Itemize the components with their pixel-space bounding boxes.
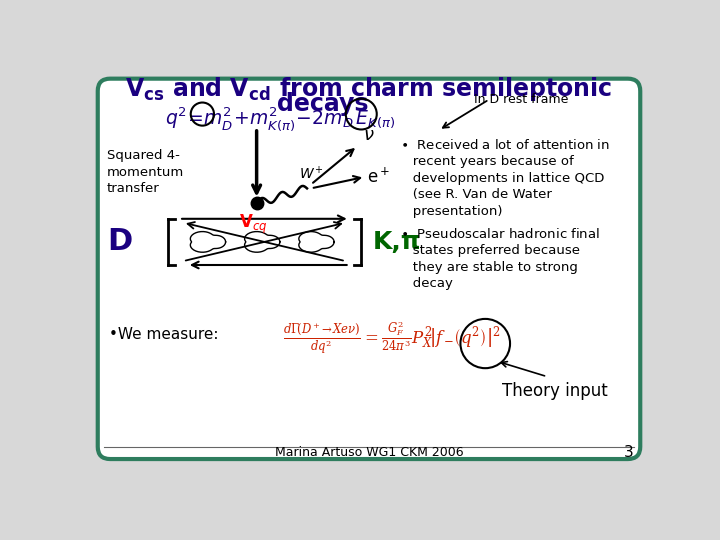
Text: decays: decays bbox=[276, 92, 368, 116]
Text: Squared 4-
momentum
transfer: Squared 4- momentum transfer bbox=[107, 150, 184, 194]
Text: $\bullet$  Pseudoscalar hadronic final
   states preferred because
   they are s: $\bullet$ Pseudoscalar hadronic final st… bbox=[400, 226, 600, 290]
Text: e$^+$: e$^+$ bbox=[367, 167, 391, 186]
Text: Marina Artuso WG1 CKM 2006: Marina Artuso WG1 CKM 2006 bbox=[275, 447, 463, 460]
Text: ν: ν bbox=[364, 126, 374, 144]
Text: Theory input: Theory input bbox=[502, 382, 608, 400]
Text: In D rest frame: In D rest frame bbox=[474, 93, 568, 106]
Text: $\bullet$  Received a lot of attention in
   recent years because of
   developm: $\bullet$ Received a lot of attention in… bbox=[400, 138, 610, 218]
Text: $\frac{d\Gamma\!\left(D^+\!\rightarrow\!Xe\nu\right)}{dq^2}=\frac{G_F^2}{24\pi^3: $\frac{d\Gamma\!\left(D^+\!\rightarrow\!… bbox=[284, 320, 501, 356]
Text: •We measure:: •We measure: bbox=[109, 327, 219, 342]
Text: K,π: K,π bbox=[373, 230, 421, 254]
Text: $\mathbf{V_{cs}}$ and $\mathbf{V_{cd}}$ from charm semileptonic: $\mathbf{V_{cs}}$ and $\mathbf{V_{cd}}$ … bbox=[125, 75, 613, 103]
Text: 3: 3 bbox=[624, 446, 634, 461]
Text: $q^2\!=\!m_D^2\!+\!m_{K(\pi)}^2\!-\!2m_D\,E_{K(\pi)}$: $q^2\!=\!m_D^2\!+\!m_{K(\pi)}^2\!-\!2m_D… bbox=[165, 105, 395, 132]
FancyBboxPatch shape bbox=[98, 79, 640, 459]
Text: V$_{cq}$: V$_{cq}$ bbox=[238, 213, 267, 236]
Text: W$^+$: W$^+$ bbox=[300, 165, 324, 182]
Text: D: D bbox=[107, 227, 132, 256]
